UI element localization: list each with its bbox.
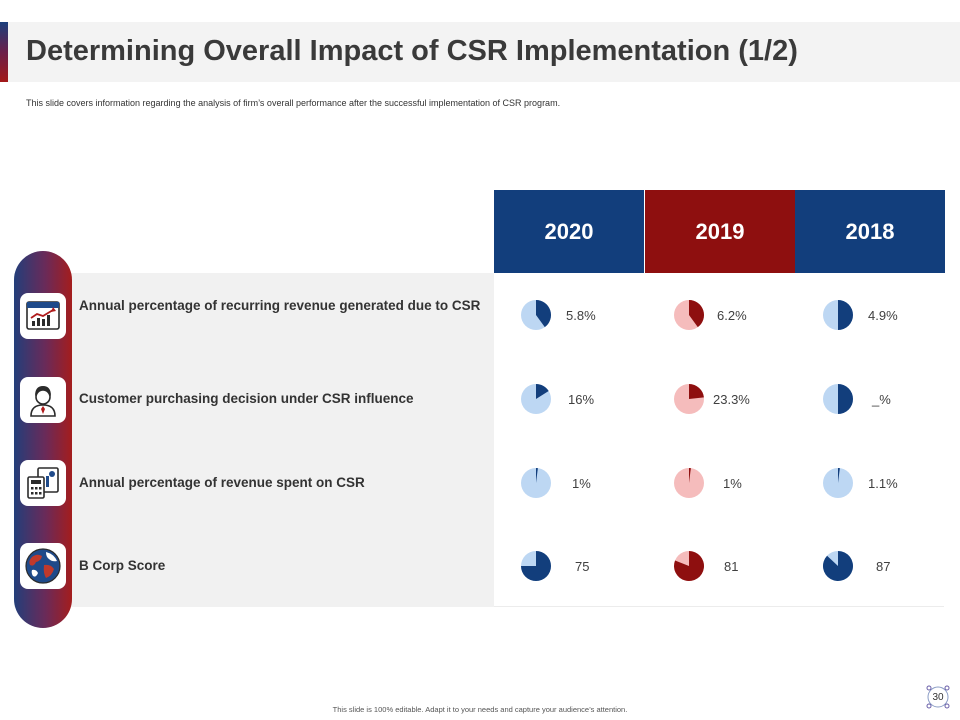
pie-chart — [674, 384, 704, 414]
cell-r3-c2: 87 — [822, 546, 960, 586]
row-label-b-corp-score: B Corp Score — [79, 558, 166, 573]
column-header-2019: 2019 — [645, 190, 795, 273]
cell-r3-c0: 75 — [520, 546, 670, 586]
page-number-text: 30 — [932, 691, 944, 703]
pie-chart — [674, 551, 704, 581]
pie-chart — [823, 551, 853, 581]
pie-chart — [521, 551, 551, 581]
pie-slice — [536, 384, 549, 399]
cell-value: 81 — [724, 558, 739, 574]
page-subtitle: This slide covers information regarding … — [26, 98, 561, 108]
pie-chart — [674, 300, 704, 330]
pie-slice — [689, 384, 704, 399]
cell-r0-c1: 6.2% — [673, 295, 823, 335]
pie-chart — [521, 384, 551, 414]
cell-value: 1% — [723, 475, 742, 491]
page-number: 30 — [925, 684, 951, 710]
growth-chart-icon — [20, 293, 66, 339]
pie-slice — [823, 551, 853, 581]
cell-value: 75 — [575, 558, 590, 574]
title-accent-bar — [0, 22, 8, 82]
column-header-2020: 2020 — [494, 190, 644, 273]
row-label-purchasing-decision: Customer purchasing decision under CSR i… — [79, 391, 414, 406]
cell-r3-c1: 81 — [673, 546, 823, 586]
cell-value: 4.9% — [868, 307, 898, 323]
cell-r2-c2: 1.1% — [822, 463, 960, 503]
row-labels-panel — [14, 273, 494, 607]
column-header-2018: 2018 — [795, 190, 945, 273]
globe-icon — [20, 543, 66, 589]
pie-slice — [838, 300, 853, 330]
pie-slice — [674, 551, 704, 581]
cell-value: 1.1% — [868, 475, 898, 491]
pie-chart — [823, 384, 853, 414]
row-label-recurring-revenue: Annual percentage of recurring revenue g… — [79, 298, 481, 313]
cell-r0-c2: 4.9% — [822, 295, 960, 335]
page-number-ring-icon — [926, 685, 950, 709]
cell-r1-c0: 16% — [520, 379, 670, 419]
page-title: Determining Overall Impact of CSR Implem… — [26, 35, 798, 67]
pie-slice — [521, 551, 551, 581]
pie-slice — [536, 300, 551, 328]
pie-chart — [521, 300, 551, 330]
cell-r2-c0: 1% — [520, 463, 670, 503]
cell-r0-c0: 5.8% — [520, 295, 670, 335]
pie-chart — [823, 300, 853, 330]
cell-value: 23.3% — [713, 391, 750, 407]
pie-slice — [536, 468, 538, 483]
footer-note: This slide is 100% editable. Adapt it to… — [332, 705, 628, 714]
cell-value: 5.8% — [566, 307, 596, 323]
title-bar: Determining Overall Impact of CSR Implem… — [0, 22, 960, 82]
pie-chart — [674, 468, 704, 498]
calculator-report-icon — [20, 460, 66, 506]
cell-value: 6.2% — [717, 307, 747, 323]
row-label-revenue-spent: Annual percentage of revenue spent on CS… — [79, 475, 365, 490]
cell-value: 87 — [876, 558, 891, 574]
cell-r2-c1: 1% — [673, 463, 823, 503]
cell-r1-c1: 23.3% — [673, 379, 823, 419]
pie-chart — [823, 468, 853, 498]
pie-slice — [838, 384, 853, 414]
pie-slice — [689, 300, 704, 328]
pie-chart — [521, 468, 551, 498]
customer-person-icon — [20, 377, 66, 423]
cell-r1-c2: _% — [822, 379, 960, 419]
pie-slice — [838, 468, 840, 483]
cell-value: 16% — [568, 391, 595, 407]
table-bottom-divider — [494, 606, 944, 607]
pie-slice — [689, 468, 691, 483]
cell-value: 1% — [572, 475, 591, 491]
cell-value: _% — [872, 391, 891, 407]
